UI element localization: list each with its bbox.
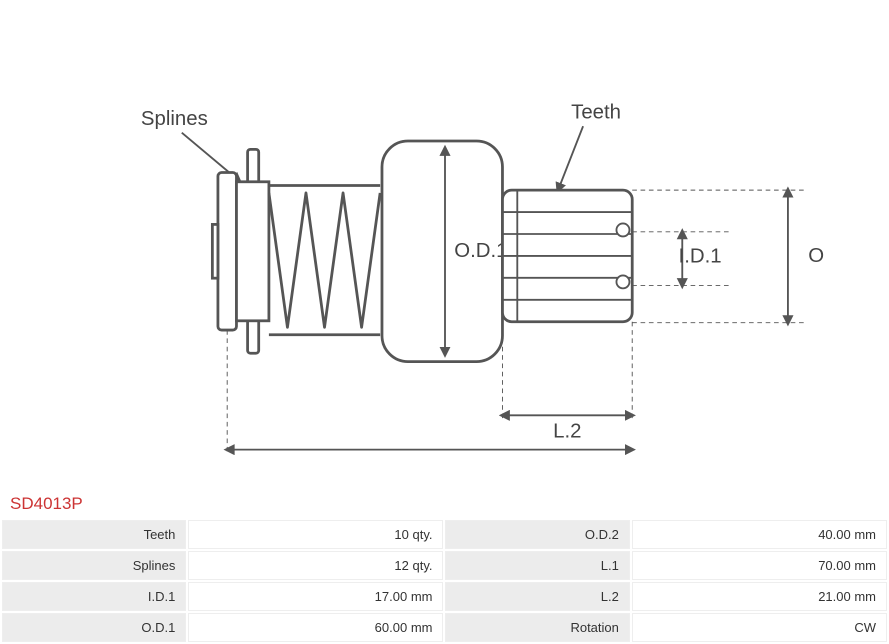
spec-value: 21.00 mm	[632, 582, 887, 611]
part-number: SD4013P	[0, 490, 889, 518]
spec-label: Splines	[2, 551, 186, 580]
spec-value: 60.00 mm	[188, 613, 443, 642]
spec-value: 17.00 mm	[188, 582, 443, 611]
svg-text:I.D.1: I.D.1	[678, 245, 721, 267]
spec-value: 70.00 mm	[632, 551, 887, 580]
spec-label: Rotation	[445, 613, 629, 642]
spec-label: O.D.1	[2, 613, 186, 642]
svg-text:Splines: Splines	[140, 108, 207, 130]
table-row: I.D.117.00 mmL.221.00 mm	[2, 582, 887, 611]
spec-label: Teeth	[2, 520, 186, 549]
svg-text:Teeth: Teeth	[571, 102, 621, 124]
table-row: Teeth10 qty.O.D.240.00 mm	[2, 520, 887, 549]
technical-diagram: SplinesTeethO.D.1I.D.1O.D.2L.2L.1	[0, 0, 889, 490]
svg-text:O.D.1: O.D.1	[454, 240, 507, 262]
spec-label: L.2	[445, 582, 629, 611]
spec-label: O.D.2	[445, 520, 629, 549]
spec-label: L.1	[445, 551, 629, 580]
diagram-svg: SplinesTeethO.D.1I.D.1O.D.2L.2L.1	[65, 55, 825, 455]
table-row: Splines12 qty.L.170.00 mm	[2, 551, 887, 580]
specs-table: Teeth10 qty.O.D.240.00 mmSplines12 qty.L…	[0, 518, 889, 644]
spec-label: I.D.1	[2, 582, 186, 611]
spec-value: 40.00 mm	[632, 520, 887, 549]
svg-text:O.D.2: O.D.2	[808, 245, 825, 267]
svg-text:L.2: L.2	[553, 421, 581, 443]
spec-value: 12 qty.	[188, 551, 443, 580]
spec-value: 10 qty.	[188, 520, 443, 549]
table-row: O.D.160.00 mmRotationCW	[2, 613, 887, 642]
spec-value: CW	[632, 613, 887, 642]
